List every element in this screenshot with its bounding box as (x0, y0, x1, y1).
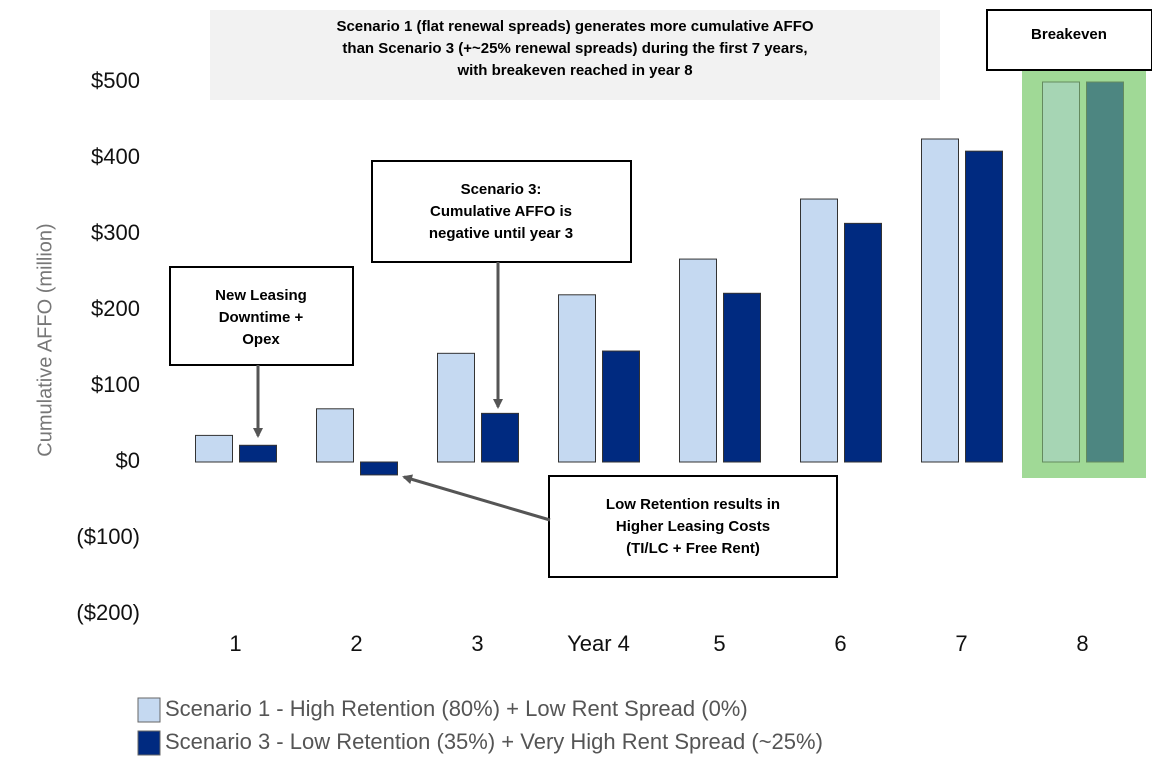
annotation: Breakeven (1031, 26, 1107, 43)
bar (602, 350, 640, 463)
x-tick-label: 1 (229, 631, 241, 656)
arrow (402, 474, 551, 522)
y-tick-label: ($200) (76, 600, 140, 625)
bar (965, 150, 1003, 463)
annotation: Scenario 3: (461, 181, 542, 198)
chart-title: with breakeven reached in year 8 (456, 62, 692, 79)
chart-title: Scenario 1 (flat renewal spreads) genera… (336, 18, 813, 35)
legend-label: Scenario 3 - Low Retention (35%) + Very … (165, 729, 823, 754)
breakeven-box (986, 9, 1152, 71)
y-tick-label: ($100) (76, 524, 140, 549)
bar (921, 138, 959, 463)
bar (195, 434, 233, 463)
bar (723, 292, 761, 463)
annotation-box (548, 475, 838, 578)
chart-title: than Scenario 3 (+~25% renewal spreads) … (342, 40, 807, 57)
annotation: New Leasing (215, 287, 307, 304)
x-tick-label: 6 (834, 631, 846, 656)
bar (800, 198, 838, 463)
annotation: Opex (242, 331, 280, 348)
bar (316, 408, 354, 463)
annotation: Cumulative AFFO is (430, 203, 572, 220)
annotation: Low Retention results in (606, 496, 780, 513)
legend: Scenario 1 - High Retention (80%) + Low … (137, 696, 823, 756)
legend-swatch (137, 697, 161, 723)
title: Scenario 1 (flat renewal spreads) genera… (336, 18, 813, 79)
bar (481, 412, 519, 463)
breakeven-overlay (1022, 66, 1146, 478)
legend-swatch (137, 730, 161, 756)
annotation-box (371, 160, 632, 263)
x-tick-label: 5 (713, 631, 725, 656)
bar (437, 352, 475, 463)
y-tick-label: $100 (91, 372, 140, 397)
x-tick-label: 2 (350, 631, 362, 656)
y-tick-label: $0 (116, 448, 140, 473)
bar (679, 258, 717, 463)
annotation: negative until year 3 (429, 225, 573, 242)
x-tick-label: Year 4 (567, 631, 630, 656)
x-tick-label: 8 (1076, 631, 1088, 656)
title-box (210, 10, 940, 100)
annotation: Higher Leasing Costs (616, 518, 770, 535)
bar (239, 444, 277, 463)
bar (558, 294, 596, 463)
y-tick-label: $400 (91, 144, 140, 169)
annotation: (TI/LC + Free Rent) (626, 540, 760, 557)
annotation-box (169, 266, 354, 366)
y-tick-label: $300 (91, 220, 140, 245)
bar (360, 461, 398, 476)
annotations: Breakeven New Leasing Downtime + Opex Scenar… (215, 26, 1107, 557)
bar (844, 222, 882, 463)
x-tick-label: 7 (955, 631, 967, 656)
annotation: Downtime + (219, 309, 304, 326)
y-axis-label: Cumulative AFFO (million) (34, 223, 56, 456)
legend-label: Scenario 1 - High Retention (80%) + Low … (165, 696, 748, 721)
x-tick-label: 3 (471, 631, 483, 656)
y-tick-label: $200 (91, 296, 140, 321)
y-tick-label: $500 (91, 68, 140, 93)
